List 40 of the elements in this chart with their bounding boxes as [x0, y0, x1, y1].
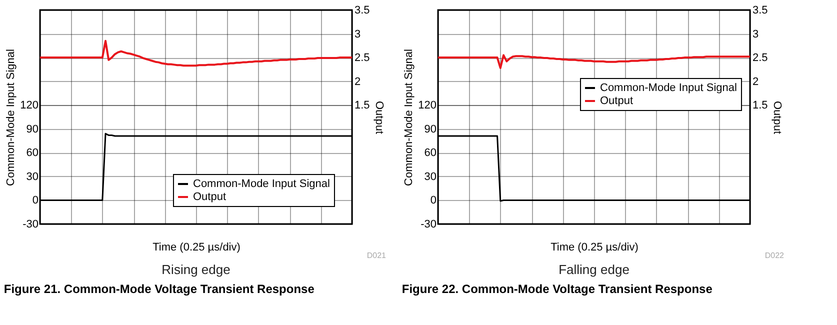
y2-tick-label: 3.5	[752, 4, 768, 16]
y2-tick-label: 3.5	[354, 4, 370, 16]
y-tick-label: 90	[26, 123, 38, 136]
y2-tick-label: 2	[752, 76, 759, 88]
y2-tick-label: 2	[354, 76, 361, 88]
y2-tick-label: 2.5	[752, 52, 768, 64]
y-tick-label: 0	[430, 194, 436, 207]
y-tick-label: 30	[424, 170, 436, 183]
y-tick-label: 90	[424, 123, 436, 136]
y-tick-label: -30	[22, 218, 38, 230]
line-series	[437, 54, 751, 70]
text: Falling edge	[558, 262, 630, 277]
x-axis-title: Time (0.25 µs/div)	[152, 242, 240, 254]
y2-tick-label: 1.5	[752, 100, 768, 112]
y2-tick-label: 3	[752, 28, 759, 40]
y-tick-label: 120	[418, 100, 436, 112]
y-tick-label: 120	[20, 100, 38, 112]
text: D021	[366, 251, 387, 260]
y2-tick-label: 2.5	[354, 52, 370, 64]
legend-label: Common-Mode Input Signal	[600, 82, 737, 94]
text: Figure 21. Common-Mode Voltage Transient Response	[4, 282, 315, 296]
y2-tick-label: 3	[354, 28, 361, 40]
y2-axis-title: Output	[372, 100, 385, 134]
y2-tick-label: 1.5	[354, 100, 370, 112]
legend-label: Output	[193, 191, 226, 203]
line-series	[39, 40, 353, 67]
legend-label: Output	[600, 95, 634, 107]
y2-axis-title: Output	[770, 100, 783, 134]
y-tick-label: 0	[32, 194, 38, 207]
text: D022	[764, 251, 785, 260]
text: Figure 22. Common-Mode Voltage Transient Response	[402, 282, 713, 296]
y-tick-label: 60	[424, 147, 436, 160]
y-axis-title: Common-Mode Input Signal	[403, 49, 416, 186]
y-tick-label: -30	[420, 218, 436, 230]
y-tick-label: 60	[26, 147, 38, 160]
legend-label: Common-Mode Input Signal	[193, 178, 330, 190]
x-axis-title: Time (0.25 µs/div)	[550, 242, 638, 254]
y-axis-title: Common-Mode Input Signal	[5, 49, 18, 186]
y-tick-label: 30	[26, 170, 38, 183]
text: Rising edge	[162, 262, 230, 277]
